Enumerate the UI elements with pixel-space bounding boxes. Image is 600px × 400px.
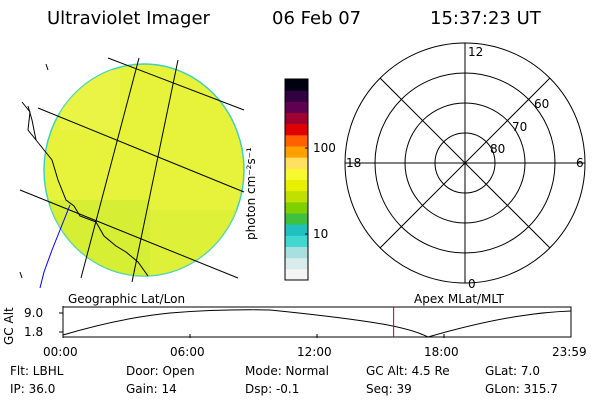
mlat-label-80: 80 bbox=[490, 142, 506, 156]
polar-diag-2 bbox=[379, 77, 551, 249]
info-gc-alt: GC Alt: 4.5 Re bbox=[366, 364, 450, 378]
info-ip: IP: 36.0 bbox=[10, 382, 56, 396]
coastline bbox=[19, 63, 149, 279]
info-seq: Seq: 39 bbox=[366, 382, 412, 396]
altitude-xtick-3: 18:00 bbox=[424, 345, 459, 359]
colorbar-segment bbox=[285, 168, 308, 180]
colorbar-segment bbox=[285, 101, 308, 113]
colorbar-segment bbox=[285, 179, 308, 192]
geo-caption: Geographic Lat/Lon bbox=[68, 292, 186, 306]
colorbar-segment bbox=[285, 190, 308, 203]
mlat-label-70: 70 bbox=[512, 120, 528, 134]
colorbar-unit-label: photon cm⁻²s⁻¹ bbox=[244, 147, 258, 240]
mlat-label-60: 60 bbox=[534, 97, 550, 111]
altitude-frame bbox=[62, 306, 572, 338]
colorbar bbox=[285, 79, 308, 281]
instrument-title: Ultraviolet Imager bbox=[47, 8, 210, 29]
colorbar-segment bbox=[285, 123, 308, 136]
altitude-ylabel: GC Alt bbox=[2, 307, 16, 345]
altitude-plot bbox=[59, 306, 572, 338]
altitude-xtick-2: 12:00 bbox=[297, 345, 332, 359]
colorbar-segment bbox=[285, 246, 308, 259]
colorbar-segment bbox=[285, 134, 308, 147]
mlt-label-0: 0 bbox=[468, 277, 476, 291]
colorbar-segment bbox=[285, 146, 308, 158]
colorbar-segment bbox=[285, 268, 308, 281]
mlt-label-12: 12 bbox=[468, 45, 484, 59]
colorbar-segment bbox=[285, 235, 308, 247]
polar-caption: Apex MLat/MLT bbox=[414, 292, 504, 306]
info-dsp: Dsp: -0.1 bbox=[245, 382, 300, 396]
geo-grid-lines bbox=[19, 57, 245, 283]
colorbar-segment bbox=[285, 79, 308, 91]
uv-image bbox=[19, 57, 245, 289]
colorbar-frame bbox=[284, 78, 309, 281]
colorbar-segment bbox=[285, 224, 308, 236]
info-glat: GLat: 7.0 bbox=[485, 364, 540, 378]
mlt-label-18: 18 bbox=[346, 156, 362, 170]
mlt-label-6: 6 bbox=[576, 156, 584, 170]
colorbar-label-10: 10 bbox=[313, 227, 329, 241]
colorbar-segment bbox=[285, 112, 308, 125]
info-gain: Gain: 14 bbox=[126, 382, 177, 396]
terminator-line bbox=[39, 204, 71, 289]
colorbar-label-100: 100 bbox=[313, 141, 336, 155]
info-door: Door: Open bbox=[126, 364, 195, 378]
date-label: 06 Feb 07 bbox=[272, 8, 362, 29]
colorbar-segment bbox=[285, 201, 308, 214]
altitude-xtick-0: 00:00 bbox=[43, 345, 78, 359]
colorbar-segment bbox=[285, 90, 308, 102]
altitude-xtick-1: 06:00 bbox=[170, 345, 205, 359]
info-mode: Mode: Normal bbox=[245, 364, 329, 378]
info-flt: Flt: LBHL bbox=[10, 364, 64, 378]
altitude-ytick-9: 9.0 bbox=[24, 306, 44, 320]
time-label: 15:37:23 UT bbox=[430, 8, 541, 29]
altitude-xtick-4: 23:59 bbox=[552, 345, 587, 359]
colorbar-segment bbox=[285, 257, 308, 270]
altitude-ytick-1.8: 1.8 bbox=[24, 325, 44, 339]
colorbar-segment bbox=[285, 213, 308, 225]
info-glon: GLon: 315.7 bbox=[485, 382, 558, 396]
polar-plot bbox=[344, 42, 586, 284]
altitude-curve bbox=[62, 309, 572, 338]
colorbar-segment bbox=[285, 157, 308, 169]
